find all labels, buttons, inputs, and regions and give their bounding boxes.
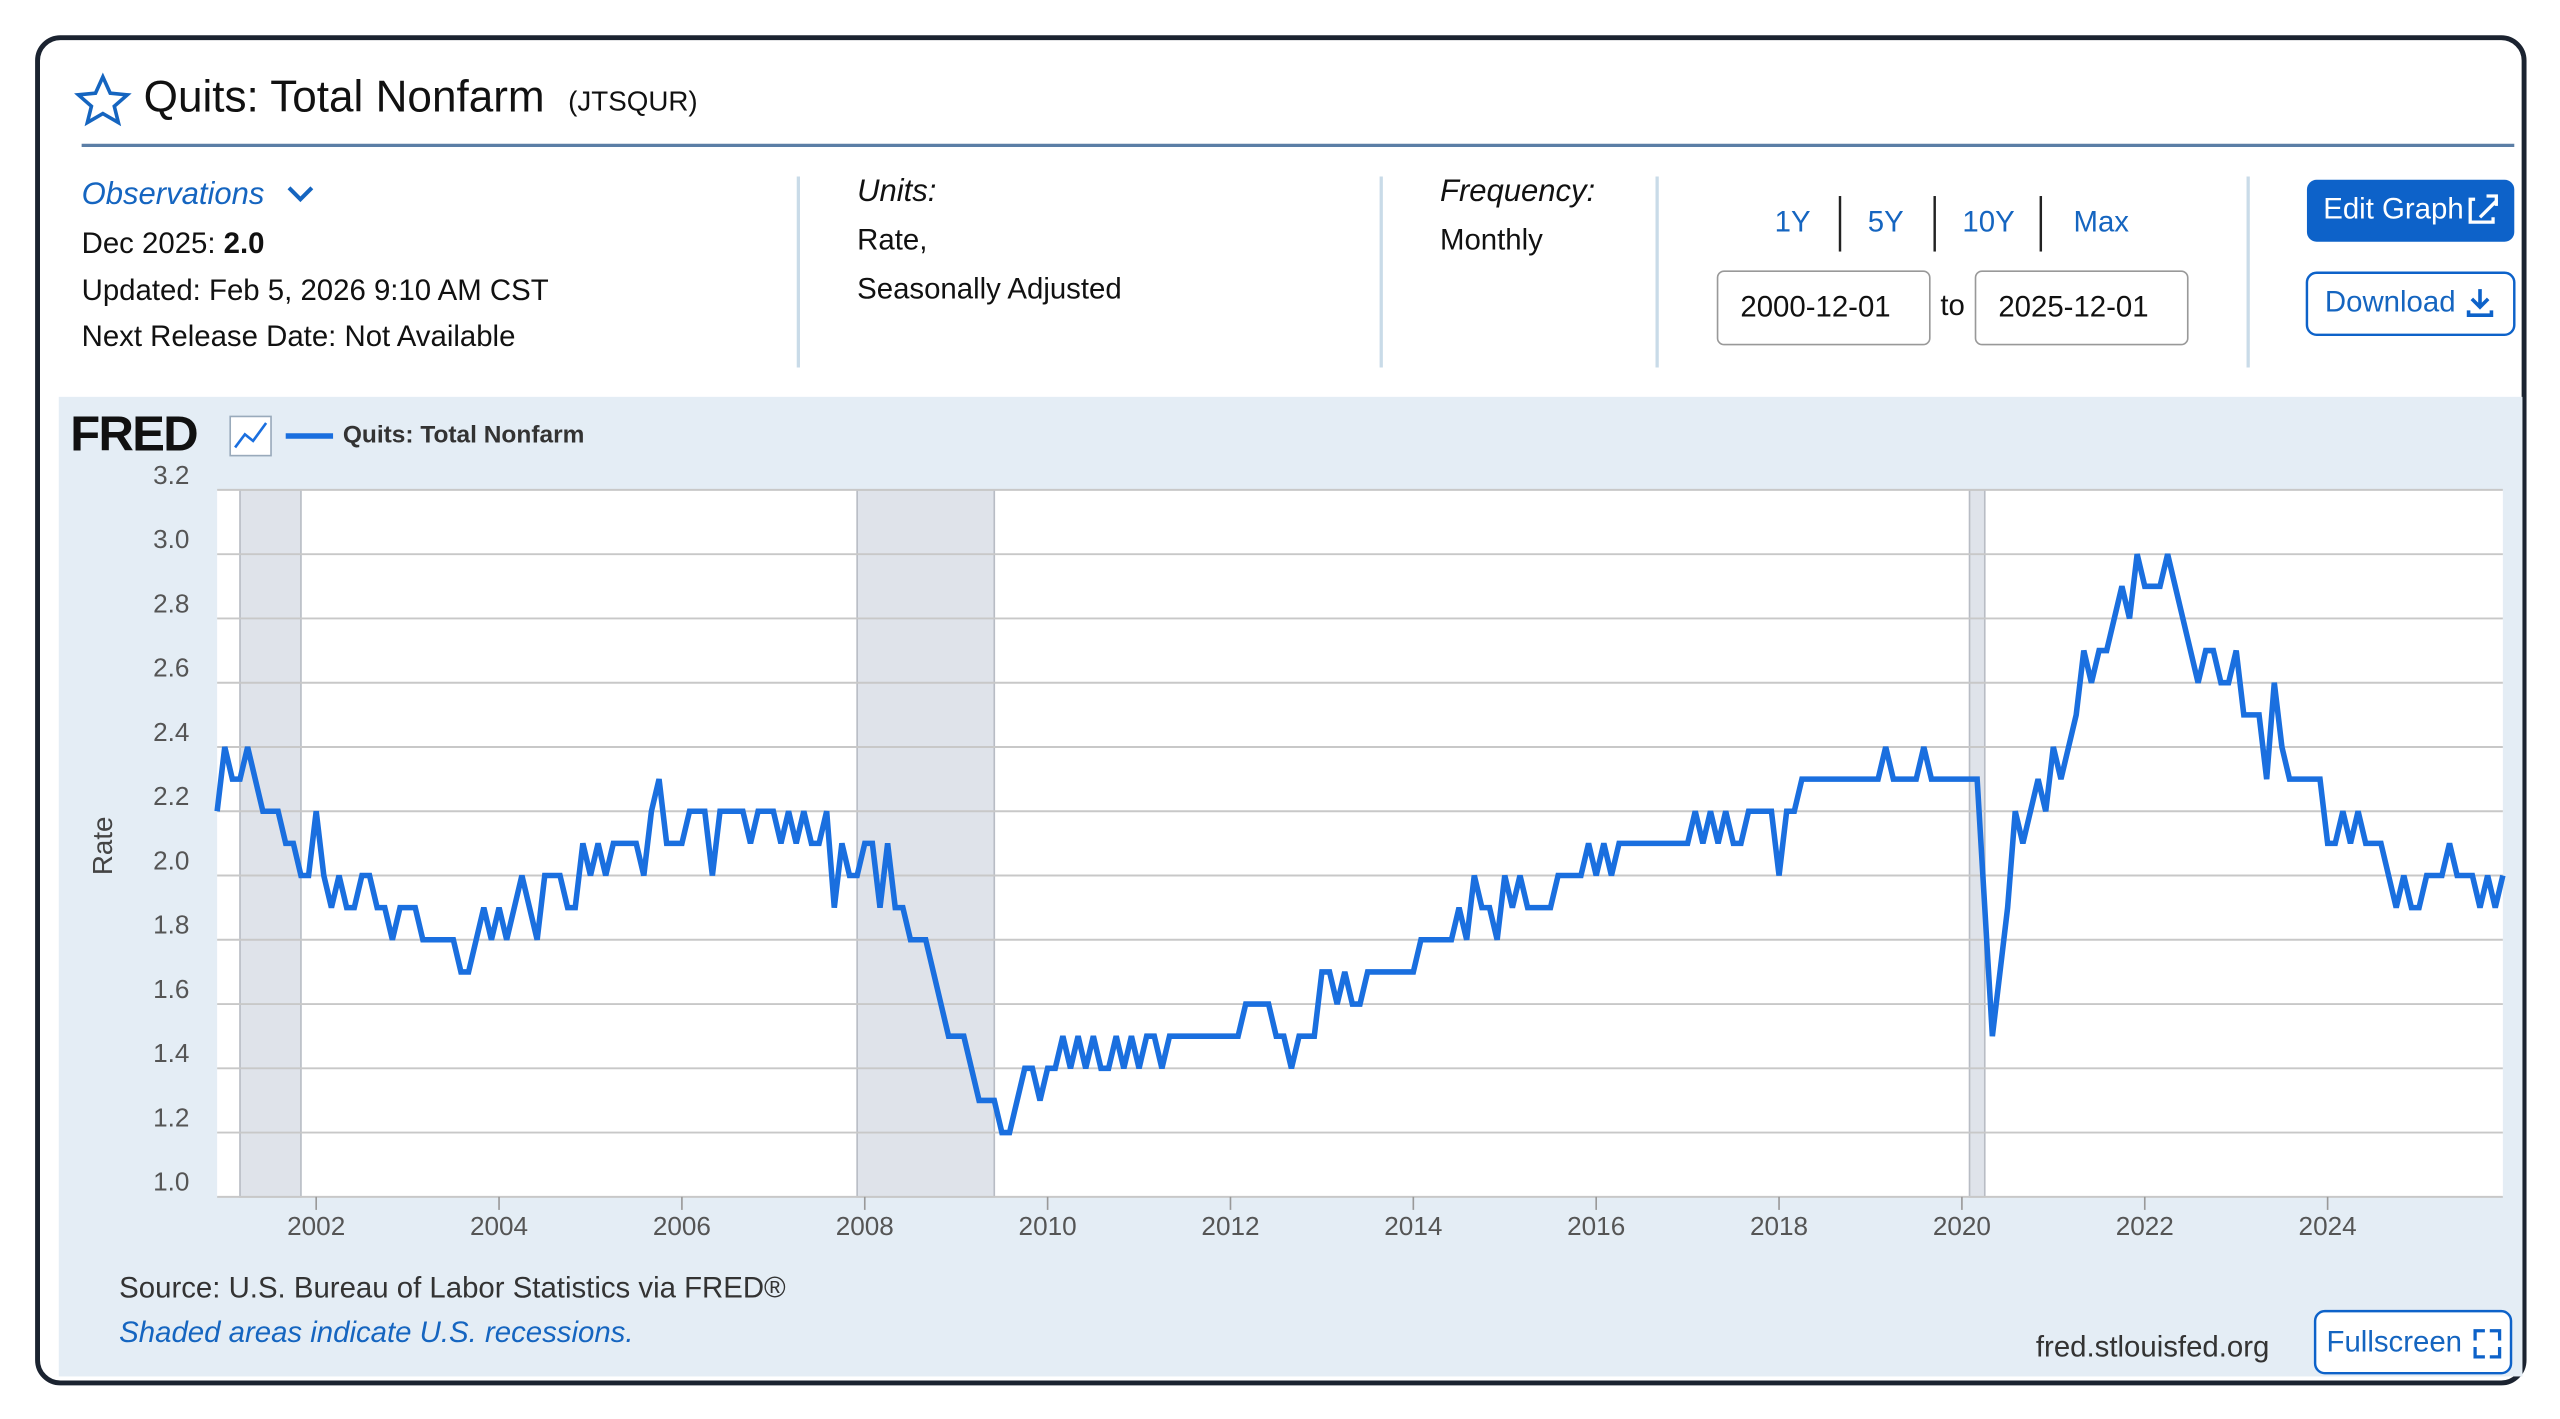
title: Quits: Total Nonfarm — [144, 72, 545, 121]
to-label: to — [1940, 289, 1965, 322]
recession-shade — [856, 489, 996, 1198]
range-button[interactable]: 1Y — [1775, 206, 1811, 239]
recession-note: Shaded areas indicate U.S. recessions. — [119, 1316, 633, 1349]
star-icon[interactable] — [74, 72, 132, 127]
x-tick-label: 2012 — [1201, 1211, 1259, 1241]
x-tick-label: 2016 — [1567, 1211, 1625, 1241]
fullscreen-label: Fullscreen — [2327, 1326, 2463, 1359]
y-tick-label: 1.0 — [153, 1167, 189, 1197]
y-tick-label: 1.6 — [153, 974, 189, 1004]
updated: Updated: Feb 5, 2026 9:10 AM CST — [82, 274, 549, 307]
download-label: Download — [2325, 286, 2456, 319]
y-tick-label: 1.8 — [153, 910, 189, 940]
download-icon — [2466, 289, 2494, 318]
y-tick-label: 2.6 — [153, 653, 189, 683]
start-date: 2000-12-01 — [1740, 290, 1890, 323]
fullscreen-button[interactable] — [2313, 1309, 2513, 1375]
frequency-label: Frequency: — [1440, 173, 1595, 208]
units-label: Units: — [857, 173, 936, 208]
site: fred.stlouisfed.org — [2036, 1330, 2269, 1363]
legend-label: Quits: Total Nonfarm — [343, 421, 585, 448]
frequency: Monthly — [1440, 224, 1543, 257]
edit-icon — [2468, 194, 2498, 224]
series-id: (JTSQUR) — [568, 85, 697, 116]
edit-graph-label: Edit Graph — [2323, 192, 2463, 225]
x-tick-label: 2004 — [470, 1211, 528, 1241]
y-tick-label: 2.8 — [153, 588, 189, 618]
download-button[interactable] — [2305, 271, 2516, 337]
x-tick-label: 2002 — [287, 1211, 345, 1241]
chart-icon-line — [234, 422, 268, 449]
range-button[interactable]: 5Y — [1868, 206, 1904, 239]
x-tick-label: 2018 — [1750, 1211, 1808, 1241]
y-axis-label: Rate — [87, 817, 118, 876]
plot-area — [217, 489, 2503, 1197]
x-tick-label: 2006 — [653, 1211, 711, 1241]
x-tick-label: 2022 — [2116, 1211, 2174, 1241]
end-input[interactable] — [1974, 270, 2189, 346]
chevron[interactable] — [287, 186, 314, 203]
edit-graph-button[interactable] — [2306, 179, 2515, 242]
start-input[interactable] — [1716, 270, 1931, 346]
x-tick-label: 2024 — [2299, 1211, 2357, 1241]
units: Seasonally Adjusted — [857, 272, 1122, 305]
y-tick-label: 2.4 — [153, 717, 189, 747]
y-tick-label: 1.4 — [153, 1038, 189, 1068]
observations-link[interactable]: Observations — [82, 176, 265, 211]
y-tick-label: 2.2 — [153, 781, 189, 811]
series-line — [214, 553, 2506, 1136]
latest-date: Dec 2025: — [82, 227, 216, 260]
latest-value: 2.0 — [224, 227, 265, 260]
source: Source: U.S. Bureau of Labor Statistics … — [119, 1272, 786, 1305]
units: Rate, — [857, 224, 927, 257]
fred-logo: FRED — [70, 408, 197, 462]
x-tick-label: 2008 — [836, 1211, 894, 1241]
y-tick-label: 1.2 — [153, 1102, 189, 1132]
range-button[interactable]: Max — [2073, 206, 2129, 239]
next-release: Next Release Date: Not Available — [82, 320, 516, 353]
range-button[interactable]: 10Y — [1962, 206, 2014, 239]
x-tick-label: 2010 — [1019, 1211, 1077, 1241]
x-tick-label: 2014 — [1384, 1211, 1442, 1241]
fullscreen-icon — [2473, 1329, 2502, 1359]
y-tick-label: 3.2 — [153, 460, 189, 490]
chart-icon — [229, 415, 272, 457]
x-tick-label: 2020 — [1933, 1211, 1991, 1241]
y-tick-label: 3.0 — [153, 524, 189, 554]
end-date: 2025-12-01 — [1998, 290, 2148, 323]
y-tick-label: 2.0 — [153, 845, 189, 875]
